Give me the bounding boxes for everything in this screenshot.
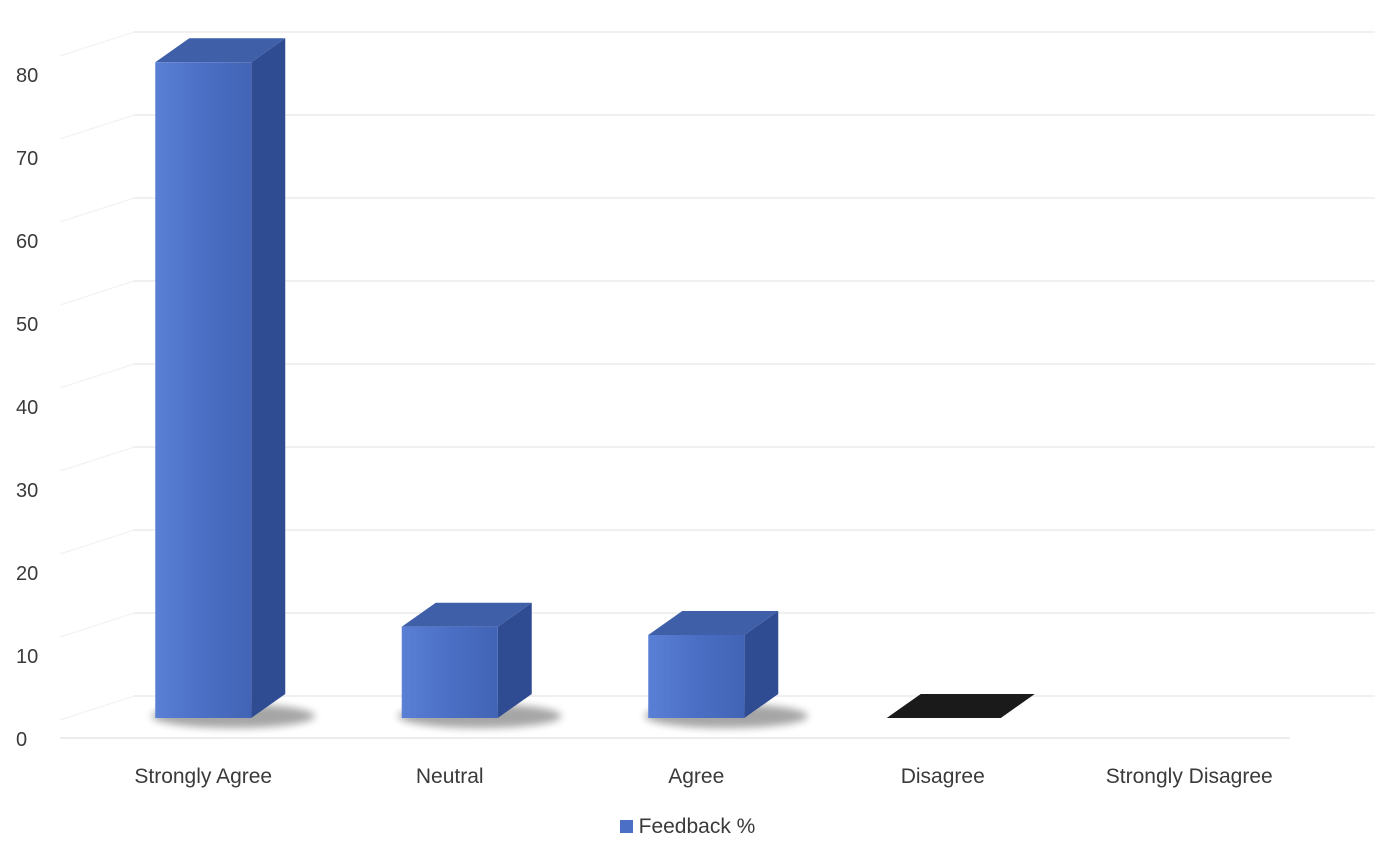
bar-top [401, 602, 532, 627]
x-tick-label: Strongly Agree [134, 765, 272, 788]
gridline-side [59, 197, 135, 223]
gridline-side [59, 612, 135, 638]
y-tick-label: 20 [16, 563, 38, 585]
x-tick-label: Agree [668, 765, 724, 788]
bar [151, 38, 315, 728]
gridline-side [59, 114, 135, 140]
y-tick-label: 0 [16, 729, 27, 751]
bar-front [401, 626, 498, 718]
bar [398, 602, 562, 728]
y-tick-label: 70 [16, 148, 38, 170]
bar-top [648, 611, 779, 635]
y-tick-label: 10 [16, 646, 38, 668]
legend-swatch [619, 820, 633, 833]
y-tick-label: 50 [16, 314, 38, 336]
gridline-side [59, 695, 135, 721]
bar-side [251, 38, 286, 719]
y-tick-label: 30 [16, 480, 38, 502]
y-tick-label: 60 [16, 231, 38, 253]
gridline-side [59, 529, 135, 555]
legend-label: Feedback % [638, 815, 756, 838]
legend: Feedback % [0, 815, 1375, 839]
bars [151, 38, 1035, 728]
bar-front [155, 62, 252, 719]
x-tick-label: Strongly Disagree [1106, 765, 1273, 788]
x-axis-labels: Strongly Agree Neutral Agree Disagree Strong… [134, 765, 1272, 788]
bar-side [744, 611, 779, 718]
y-axis-ticks: 0 10 20 30 40 50 60 70 80 [16, 65, 38, 751]
bar-top [155, 38, 286, 63]
gridline-side [59, 280, 135, 306]
y-tick-label: 40 [16, 397, 38, 419]
bar [644, 611, 808, 728]
y-tick-label: 80 [16, 65, 38, 87]
bar-front [648, 635, 745, 718]
x-tick-label: Neutral [416, 765, 484, 788]
gridline-side [59, 363, 135, 389]
bar-side [497, 602, 532, 718]
gridline-side [59, 446, 135, 472]
bar-zero-base [886, 694, 1035, 718]
gridline-side [59, 31, 135, 57]
gridlines [59, 31, 1375, 739]
bar [886, 694, 1035, 718]
x-tick-label: Disagree [901, 765, 985, 788]
